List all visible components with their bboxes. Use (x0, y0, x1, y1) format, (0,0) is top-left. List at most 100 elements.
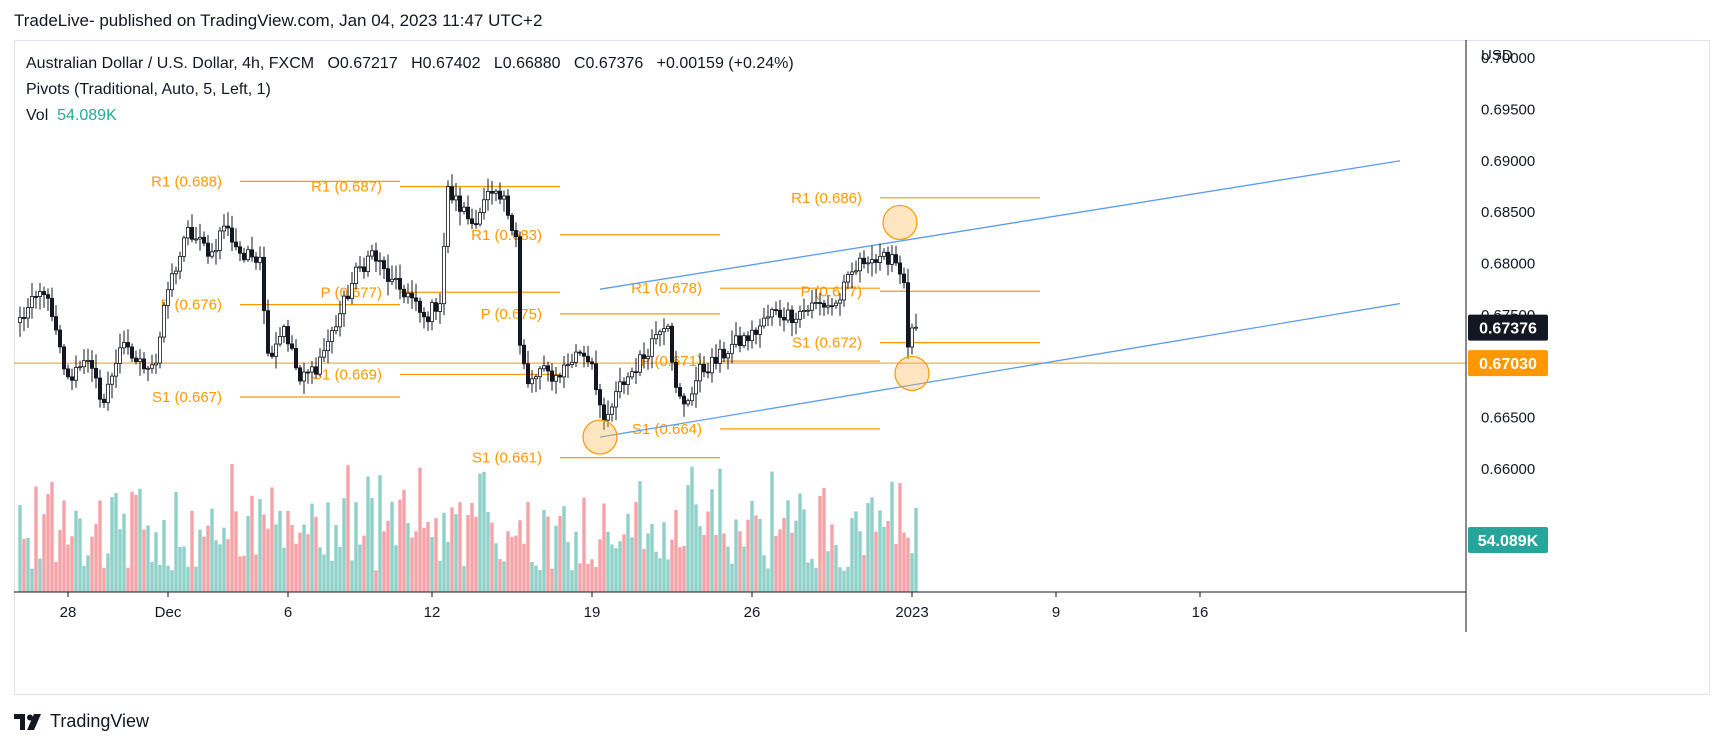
candle-body (293, 348, 298, 369)
candle (554, 367, 559, 394)
volume-badge-text: 54.089K (1478, 533, 1539, 550)
candle-body (489, 191, 494, 194)
volume-bar (70, 536, 74, 592)
pivots-legend[interactable]: Pivots (Traditional, Auto, 5, Left, 1) (26, 81, 271, 98)
candle-body (846, 274, 851, 283)
volume-bar (694, 504, 698, 592)
volume-bar (262, 514, 266, 592)
candle-body (514, 230, 519, 238)
candle (225, 212, 230, 237)
candle-body (638, 354, 643, 373)
time-tick-label: 2023 (895, 604, 928, 621)
volume-bar (298, 532, 302, 592)
volume-bar (866, 503, 870, 592)
volume-bar (714, 534, 718, 592)
volume-bar (306, 534, 310, 592)
volume-bar (110, 497, 114, 592)
volume-bar (206, 525, 210, 592)
volume-bar (242, 555, 246, 592)
candle-body (910, 327, 915, 348)
volume-bar (434, 518, 438, 592)
candle (550, 363, 555, 391)
volume-bar (454, 514, 458, 592)
volume-bar (350, 560, 354, 592)
volume-bar (98, 500, 102, 592)
candle (253, 252, 258, 270)
candle (774, 301, 779, 316)
candle-body (734, 335, 739, 345)
candle-body (477, 212, 482, 225)
candle-body (297, 367, 302, 382)
volume-bar (802, 509, 806, 592)
candle (397, 264, 402, 300)
candle-body (862, 257, 867, 265)
volume-legend[interactable]: Vol 54.089K (26, 107, 117, 125)
candle-body (269, 352, 274, 357)
volume-bar (142, 529, 146, 592)
candle-body (874, 259, 879, 263)
candle (449, 174, 454, 204)
volume-bar (90, 536, 94, 592)
candle (173, 266, 178, 285)
candle (241, 247, 246, 263)
volume-bar (50, 481, 54, 592)
candle (29, 283, 34, 319)
price-tick-label: 0.66000 (1481, 461, 1535, 478)
volume-value: 54.089K (57, 107, 117, 124)
volume-bar (698, 526, 702, 592)
candle-body (417, 300, 422, 313)
price-tick-label: 0.70000 (1481, 50, 1535, 67)
candle-body (445, 186, 450, 247)
candle-body (110, 375, 115, 385)
candle (658, 329, 663, 347)
candle (574, 344, 579, 367)
level-price-badge-text: 0.67030 (1479, 356, 1537, 373)
candle (754, 327, 759, 345)
candle-body (409, 292, 414, 299)
candle-body (453, 195, 458, 201)
candle (425, 311, 430, 331)
candle-body (245, 249, 250, 261)
candle (485, 178, 490, 211)
pivot-label: P (0.677) (801, 283, 862, 300)
candle-body (221, 225, 226, 232)
candle-body (317, 356, 322, 375)
candle (534, 374, 539, 393)
candle (465, 195, 470, 225)
candle (149, 354, 154, 374)
volume-bar (282, 547, 286, 592)
candle (882, 248, 887, 260)
high-label: H (411, 55, 423, 72)
candle (38, 282, 43, 310)
candle (405, 283, 410, 304)
volume-bar (646, 533, 650, 592)
candle-body (62, 346, 67, 370)
candle-body (181, 237, 186, 257)
volume-bar (674, 509, 678, 592)
candle-body (854, 270, 859, 273)
candle (189, 214, 194, 243)
candle-body (558, 374, 563, 378)
candle (538, 366, 543, 390)
candle (269, 345, 274, 359)
volume-bar (530, 561, 534, 592)
volume-bar (78, 518, 82, 592)
candle-body (213, 249, 218, 253)
volume-bar (226, 539, 230, 592)
candle (301, 362, 306, 394)
candle (385, 254, 390, 296)
volume-bar (394, 545, 398, 592)
candle-body (465, 206, 470, 220)
candle-body (42, 291, 47, 295)
tradingview-footer[interactable]: TradingView (14, 711, 149, 732)
volume-bar (898, 483, 902, 592)
candle-body (29, 296, 34, 308)
candle-body (337, 313, 342, 328)
volume-bar (358, 544, 362, 592)
candle (221, 214, 226, 239)
current-price-badge-text: 0.67376 (1479, 321, 1537, 338)
candle-body (666, 325, 671, 330)
candle (313, 357, 318, 379)
candle-body (301, 371, 306, 382)
